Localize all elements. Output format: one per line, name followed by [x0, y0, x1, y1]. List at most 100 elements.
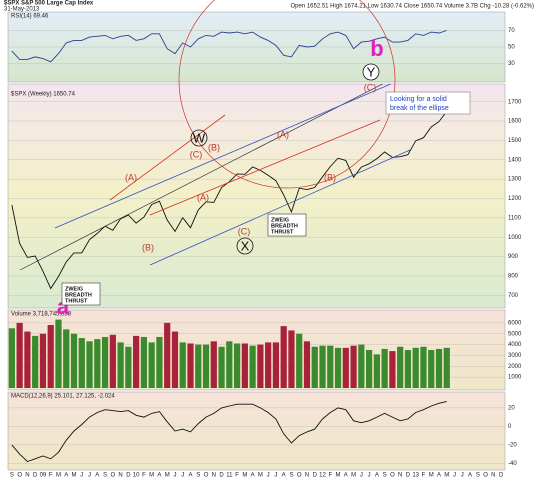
volume-bar — [365, 350, 373, 388]
x-tick-label: 11 — [226, 473, 233, 479]
volume-bar — [334, 347, 342, 388]
note: break of the ellipse — [390, 105, 449, 112]
x-tick-label: J — [360, 473, 363, 479]
volume-bar — [342, 347, 349, 388]
note-box — [61, 282, 101, 306]
y-tick-label: -40 — [508, 461, 517, 467]
x-tick-label: J — [88, 473, 91, 479]
x-tick-label: J — [461, 473, 464, 479]
wave-circle — [190, 129, 208, 147]
y-tick-label: 3000 — [508, 353, 522, 359]
volume-bar — [101, 336, 109, 388]
y-tick-label: 0 — [508, 424, 512, 430]
x-tick-label: O — [204, 473, 209, 479]
y-tick-label: 30 — [508, 61, 515, 67]
wave-label: (C) — [238, 226, 251, 236]
x-tick-label: D — [313, 473, 318, 479]
x-tick-label: M — [56, 473, 61, 479]
volume-bar — [32, 335, 39, 388]
volume-bar — [420, 346, 427, 388]
y-tick-label: 700 — [508, 293, 519, 299]
x-tick-label: M — [149, 473, 154, 479]
y-tick-label: 1100 — [508, 215, 522, 221]
x-tick-label: 12 — [319, 473, 326, 479]
x-tick-label: M — [165, 473, 170, 479]
wave-label: (A) — [277, 129, 289, 139]
series-line — [11, 111, 448, 290]
volume-bar — [133, 335, 140, 388]
title: $SPX S&P 500 Large Cap Index — [4, 1, 94, 7]
volume-bar — [8, 328, 15, 388]
volume-bar — [358, 344, 365, 388]
x-tick-label: M — [242, 473, 247, 479]
volume-bar — [428, 350, 435, 388]
x-tick-label: 10 — [133, 473, 140, 479]
volume-bar — [404, 350, 412, 388]
note: ZWEIG — [271, 217, 289, 223]
x-tick-label: A — [282, 473, 286, 479]
y-tick-label: 900 — [508, 254, 519, 260]
volume-bar — [94, 339, 101, 388]
trendline — [54, 84, 392, 229]
wave-label: (B) — [324, 172, 336, 182]
y-tick-label: 800 — [508, 274, 519, 280]
x-tick-label: 09 — [40, 473, 47, 479]
wave-label: X — [241, 238, 250, 253]
x-tick-label: J — [267, 473, 270, 479]
x-tick-label: J — [368, 473, 371, 479]
note: THRUST — [271, 229, 294, 235]
y-tick-label: 1000 — [508, 235, 522, 241]
volume-bar — [63, 329, 70, 388]
x-tick-label: O — [297, 473, 302, 479]
x-tick-label: A — [95, 473, 99, 479]
x-tick-label: O — [111, 473, 116, 479]
panel-title: Volume 3,718,745,088 — [11, 312, 72, 318]
trendline — [109, 114, 226, 201]
series-line — [11, 400, 447, 463]
y-tick-label: 1500 — [508, 138, 522, 144]
volume-bar — [397, 346, 404, 388]
wave-label: (A) — [125, 172, 137, 182]
volume-bar — [39, 333, 47, 388]
x-tick-label: S — [476, 473, 480, 479]
x-tick-label: J — [181, 473, 184, 479]
trendline — [149, 149, 411, 266]
note: ZWEIG — [65, 286, 83, 292]
volume-bar — [435, 348, 443, 388]
x-tick-label: F — [328, 473, 332, 479]
wave-label: (B) — [208, 142, 220, 152]
y-tick-label: 1400 — [508, 157, 522, 163]
x-tick-label: D — [33, 473, 38, 479]
volume-bar — [148, 342, 155, 388]
x-tick-label: M — [351, 473, 356, 479]
x-tick-label: S — [103, 473, 107, 479]
volume-bar — [280, 326, 287, 388]
volume-bar — [226, 341, 233, 388]
y-tick-label: 6000 — [508, 320, 522, 326]
x-tick-label: M — [429, 473, 434, 479]
x-tick-label: S — [383, 473, 387, 479]
x-tick-label: D — [219, 473, 224, 479]
x-tick-label: D — [406, 473, 411, 479]
x-tick-label: A — [157, 473, 161, 479]
volume-bar — [55, 319, 62, 388]
x-tick-label: J — [80, 473, 83, 479]
x-tick-label: J — [453, 473, 456, 479]
panel-title: MACD(12,26,9) 25.101, 27.125, -2.024 — [11, 394, 115, 400]
volume-bar — [125, 346, 132, 388]
x-tick-label: N — [305, 473, 309, 479]
volume-bar — [311, 346, 318, 388]
x-tick-label: N — [491, 473, 495, 479]
x-tick-label: O — [390, 473, 395, 479]
volume-bar — [164, 322, 171, 388]
y-tick-label: -20 — [508, 442, 517, 448]
y-tick-label: 1200 — [508, 196, 522, 202]
volume-bar — [265, 342, 272, 388]
volume-bar — [24, 331, 31, 388]
y-tick-label: 2000 — [508, 364, 522, 370]
wave-label: W — [193, 130, 206, 145]
volume-bar — [117, 342, 124, 388]
note: BREADTH — [271, 223, 298, 229]
x-tick-label: J — [274, 473, 277, 479]
